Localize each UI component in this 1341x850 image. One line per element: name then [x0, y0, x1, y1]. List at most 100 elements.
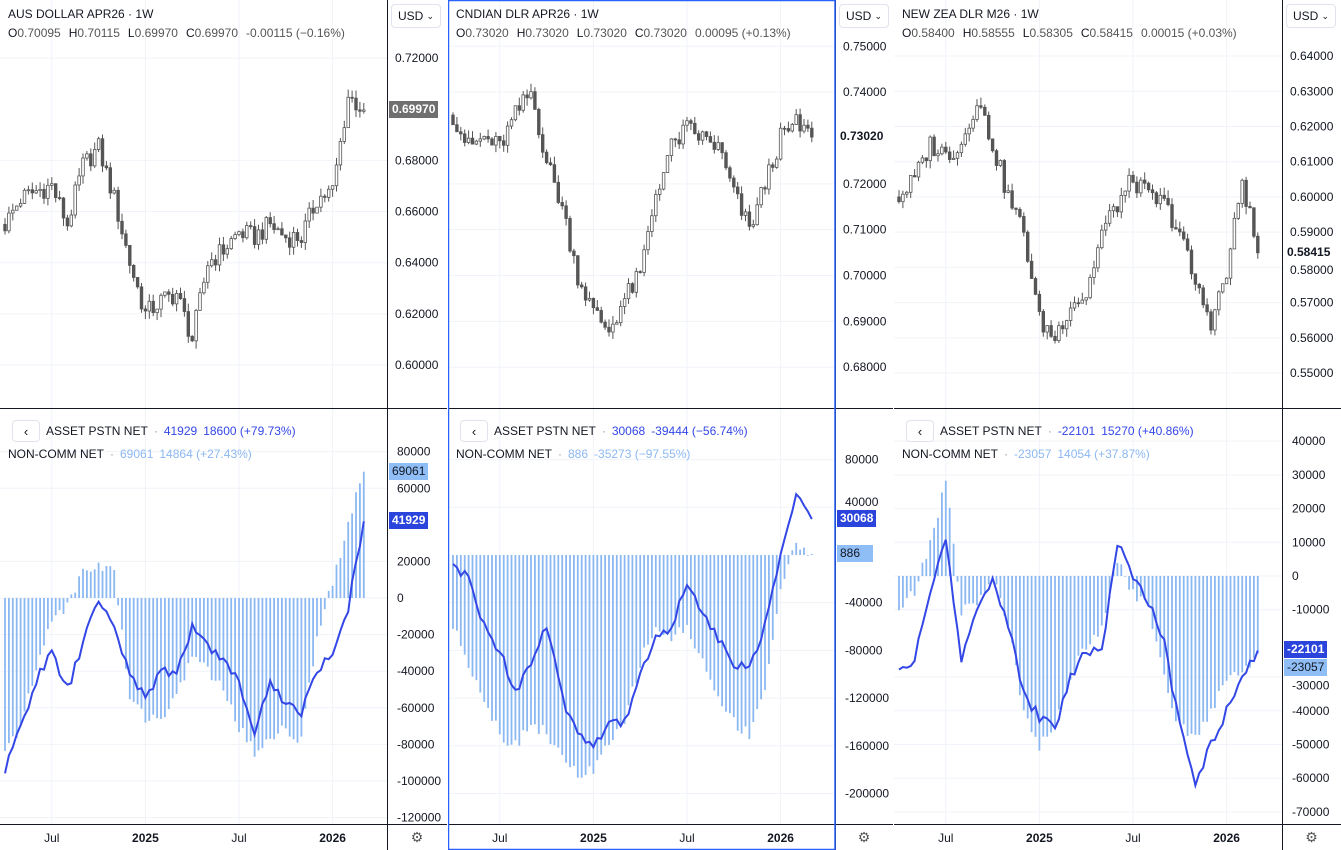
candle	[143, 305, 148, 320]
noncomm-bar	[948, 507, 951, 576]
noncomm-bar	[580, 554, 583, 778]
candle	[1131, 171, 1135, 184]
candle	[638, 270, 642, 274]
symbol-title[interactable]: NEW ZEA DLR M26 · 1W	[902, 7, 1039, 21]
price-tick-label: 0.71000	[843, 223, 887, 237]
noncomm-bar	[140, 598, 143, 709]
ohlc-o-key: O	[8, 26, 18, 40]
chart-canvas[interactable]: 0.64000 0.63000 0.62000 0.61000 0.60000 0.590…	[894, 0, 1341, 850]
gear-icon[interactable]: ⚙	[410, 829, 424, 845]
noncomm-bar	[1124, 575, 1127, 577]
noncomm-bar	[160, 598, 162, 719]
gear-icon[interactable]: ⚙	[1305, 829, 1318, 845]
time-axis-label: 2025	[132, 831, 159, 845]
candle	[1201, 284, 1205, 309]
noncomm-bar	[686, 554, 688, 625]
candle	[642, 244, 646, 277]
time-axis-label: Jul	[679, 831, 694, 845]
noncomm-bar	[933, 527, 935, 576]
noncomm-bar	[362, 471, 365, 599]
candle	[963, 127, 967, 147]
candle	[657, 184, 662, 201]
chevron-left-icon[interactable]: ‹	[906, 420, 934, 442]
candle	[979, 97, 983, 110]
noncomm-bar	[1061, 575, 1064, 699]
noncomm-bar	[82, 568, 84, 599]
noncomm-bar	[164, 598, 166, 718]
candle	[319, 188, 323, 213]
noncomm-bar	[19, 598, 22, 727]
asset-position-line	[452, 492, 813, 750]
candle	[932, 134, 936, 157]
chevron-left-icon[interactable]: ‹	[460, 420, 488, 442]
noncomm-bar	[732, 554, 735, 718]
noncomm-bar	[89, 571, 92, 599]
noncomm-bar	[296, 598, 299, 743]
candle	[1146, 181, 1151, 193]
asset-legend-value: 41929	[163, 424, 198, 438]
gear-icon[interactable]: ⚙	[857, 829, 871, 845]
candle	[572, 248, 576, 264]
chart-canvas[interactable]: 0.72000 0.68000 0.66000 0.64000 0.62000 0.600…	[0, 0, 447, 850]
noncomm-bar	[261, 598, 264, 749]
indicator-tick-label: -60000	[1292, 771, 1330, 785]
ohlc-l-value: 0.73020	[583, 26, 627, 40]
noncomm-bar	[553, 554, 556, 746]
noncomm-bar	[1034, 575, 1037, 737]
candle	[486, 129, 490, 143]
noncomm-bar	[1054, 575, 1056, 726]
candle	[1010, 183, 1014, 210]
chart-canvas[interactable]: 0.75000 0.74000 0.72000 0.71000 0.70000 0.690…	[448, 0, 893, 850]
currency-dropdown[interactable]: USD ⌄	[1286, 4, 1336, 28]
candle	[786, 121, 791, 133]
noncomm-bar	[4, 598, 6, 751]
chart-pane-3[interactable]: 0.64000 0.63000 0.62000 0.61000 0.60000 0.590…	[894, 0, 1341, 850]
candle	[291, 226, 296, 255]
candle	[299, 236, 304, 248]
price-tick-label: 0.61000	[1290, 155, 1334, 169]
symbol-title[interactable]: CNDIAN DLR APR26 · 1W	[456, 7, 599, 21]
symbol-title[interactable]: AUS DOLLAR APR26 · 1W	[8, 7, 154, 21]
candle	[940, 143, 944, 156]
candle	[1072, 296, 1077, 311]
noncomm-bar	[1249, 575, 1251, 668]
candle	[178, 287, 183, 300]
noncomm-bar	[1065, 575, 1068, 694]
noncomm-bar	[206, 598, 209, 667]
currency-dropdown[interactable]: USD ⌄	[839, 4, 889, 28]
indicator-tick-label: -200000	[845, 786, 889, 800]
currency-dropdown[interactable]: USD ⌄	[391, 4, 441, 28]
price-tick-label: 0.75000	[843, 39, 887, 53]
candle	[1142, 172, 1147, 190]
chart-pane-2[interactable]: 0.75000 0.74000 0.72000 0.71000 0.70000 0.690…	[448, 0, 893, 850]
chart-pane-1[interactable]: 0.72000 0.68000 0.66000 0.64000 0.62000 0.600…	[0, 0, 447, 850]
candle	[334, 157, 339, 192]
noncomm-bar	[105, 565, 108, 599]
chevron-left-icon[interactable]: ‹	[12, 420, 40, 442]
candle	[1154, 191, 1159, 208]
candle	[272, 215, 276, 234]
candle	[591, 297, 596, 315]
indicator-tick-label: -100000	[397, 774, 441, 788]
candle	[576, 255, 580, 289]
price-tick-label: 0.74000	[843, 85, 887, 99]
candle	[700, 130, 705, 145]
candle	[338, 138, 343, 171]
chevron-down-icon: ⌄	[426, 10, 434, 21]
candle	[665, 155, 670, 173]
candle	[229, 235, 233, 250]
candle	[1084, 297, 1088, 306]
candle	[735, 182, 740, 200]
ohlc-o-value: 0.70095	[17, 26, 61, 40]
noncomm-bar	[1104, 575, 1107, 613]
candle	[362, 102, 366, 114]
price-tick-label: 0.60000	[395, 358, 439, 372]
candle	[1115, 206, 1120, 217]
indicator-tick-label: 10000	[1292, 535, 1326, 549]
noncomm-bar	[148, 598, 151, 721]
candle	[182, 290, 187, 317]
ohlc-values: O0.70095 H0.70115 L0.69970 C0.69970 -0.00115…	[8, 26, 345, 40]
noncomm-bar	[1050, 575, 1052, 733]
noncomm-bar	[1046, 575, 1049, 737]
noncomm-legend-change: 14864 (+27.43%)	[159, 447, 252, 461]
